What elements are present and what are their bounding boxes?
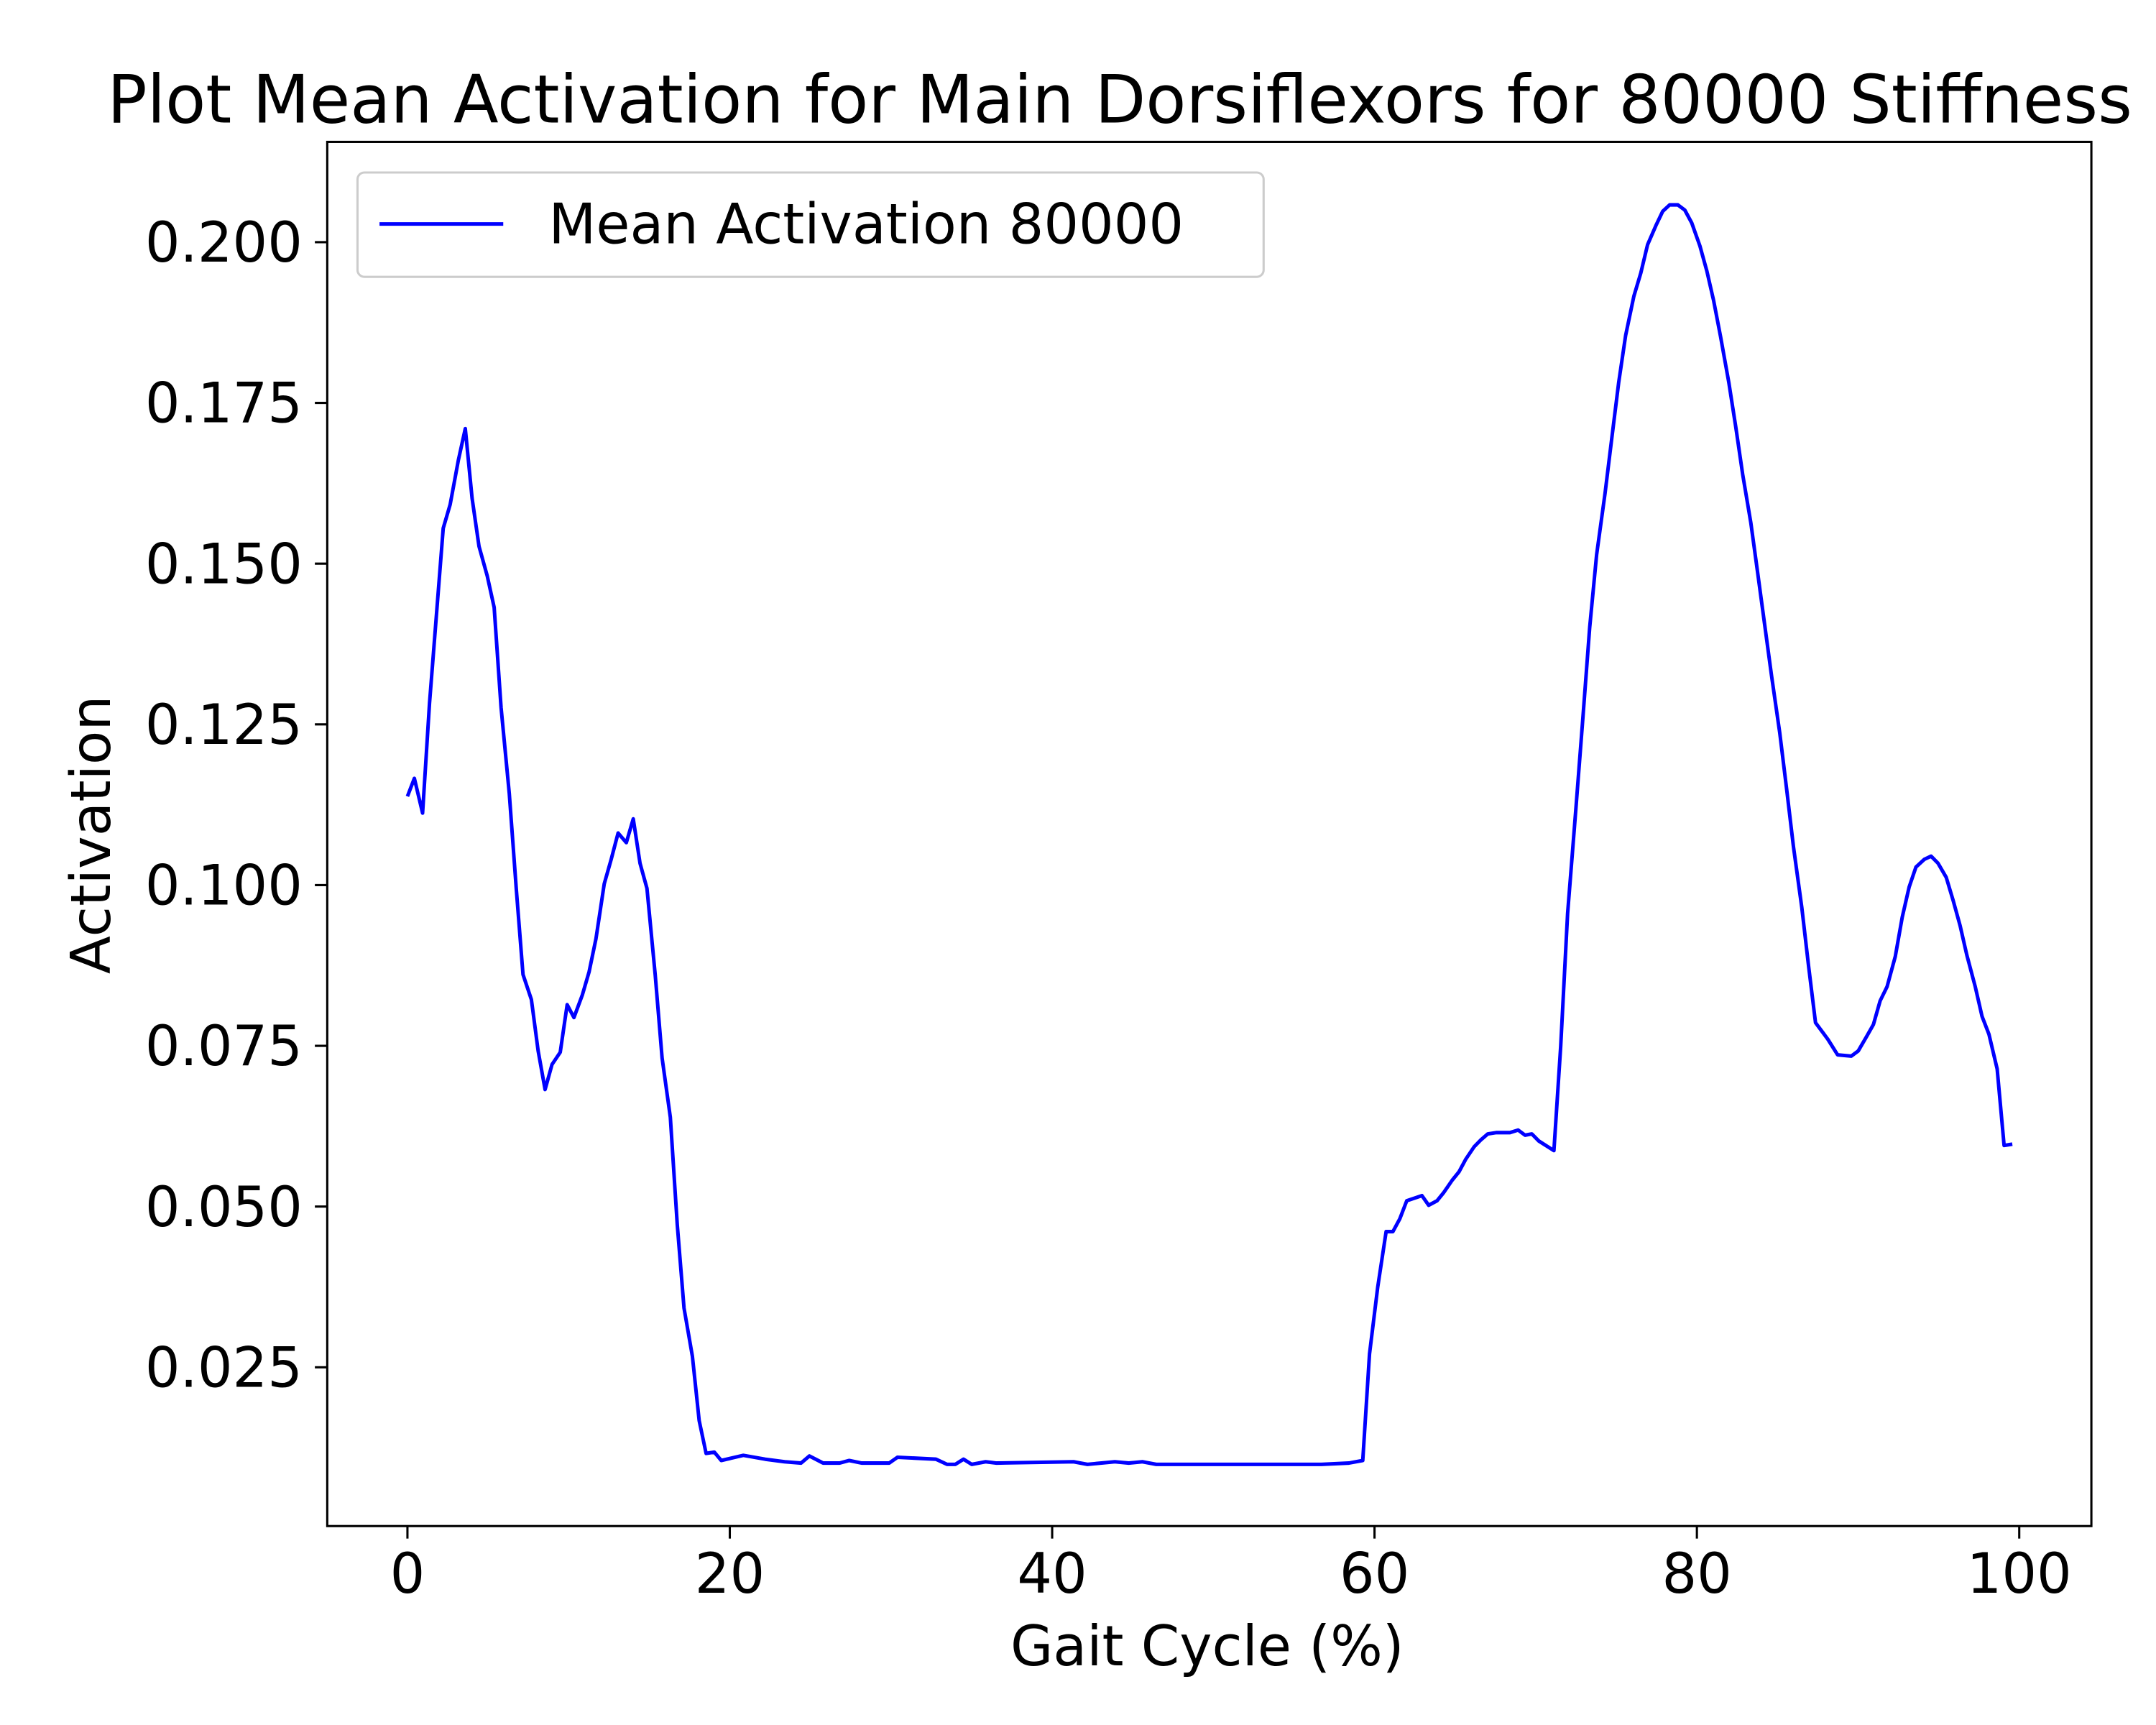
y-tick-label: 0.050 [145, 1175, 303, 1240]
y-axis-label: Activation [60, 696, 123, 975]
chart-title: Plot Mean Activation for Main Dorsiflexo… [107, 60, 2132, 139]
data-line [405, 203, 2013, 1466]
y-tick-label: 0.125 [145, 694, 303, 758]
legend-box [356, 171, 1265, 278]
x-tick-label: 100 [1967, 1542, 2072, 1607]
x-tick-label: 60 [1340, 1542, 1409, 1607]
x-axis-label: Gait Cycle (%) [1010, 1614, 1404, 1679]
axes-frame [326, 140, 2093, 1527]
y-tick-label: 0.025 [145, 1336, 303, 1401]
x-tick-label: 0 [390, 1542, 425, 1607]
y-tick-label: 0.100 [145, 854, 303, 919]
x-tick-label: 40 [1017, 1542, 1087, 1607]
x-tick-label: 80 [1662, 1542, 1731, 1607]
y-tick-label: 0.150 [145, 533, 303, 597]
y-tick-label: 0.175 [145, 372, 303, 436]
legend-label: Mean Activation 80000 [548, 193, 1184, 257]
y-tick-label: 0.075 [145, 1015, 303, 1080]
y-tick-label: 0.200 [145, 211, 303, 276]
x-tick-label: 20 [695, 1542, 765, 1607]
